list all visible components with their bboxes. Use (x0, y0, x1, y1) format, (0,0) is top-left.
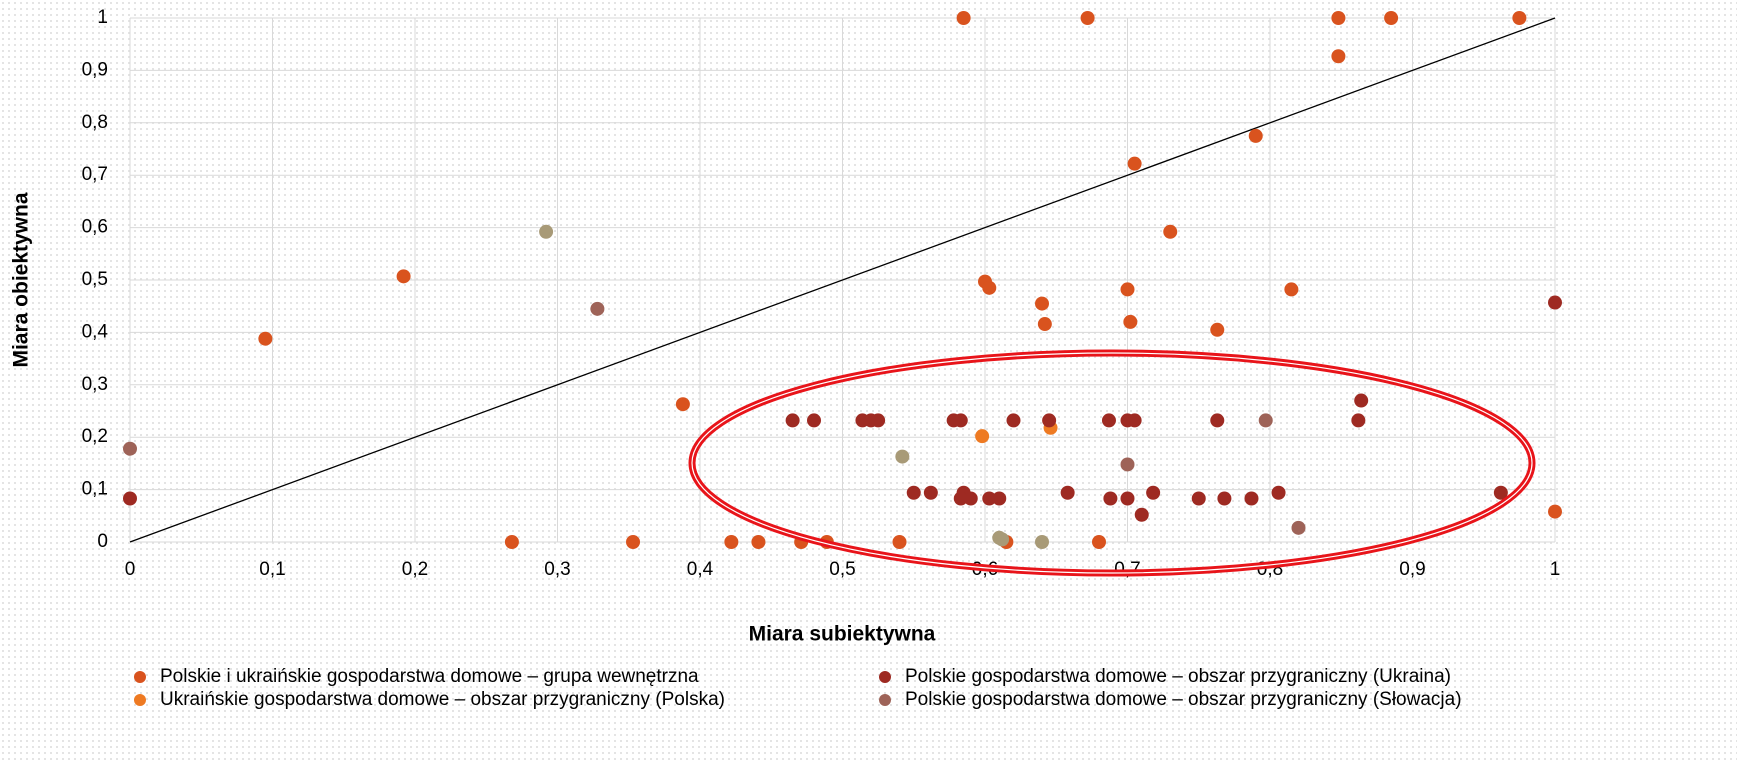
point (1284, 282, 1299, 297)
legend-label: Ukraińskie gospodarstwa domowe – obszar … (160, 689, 725, 710)
x-axis-title: Miara subiektywna (749, 623, 936, 646)
point (1331, 11, 1346, 25)
point (1248, 128, 1263, 143)
highlight-ellipse (688, 349, 1536, 577)
point (807, 413, 821, 428)
point (871, 413, 886, 428)
point (963, 491, 978, 506)
point (975, 429, 990, 444)
y-tick-label: 0,3 (82, 374, 108, 395)
point (1123, 314, 1138, 329)
x-tick-label: 0,9 (1399, 559, 1425, 580)
point (1548, 295, 1562, 310)
point (1384, 11, 1399, 25)
point (906, 485, 921, 500)
diagonal-line (129, 17, 1556, 543)
point (1134, 507, 1149, 522)
point (1120, 491, 1135, 506)
point (123, 491, 137, 506)
y-tick-label: 0,9 (82, 59, 108, 80)
x-tick-label: 0,1 (259, 559, 285, 580)
highlight-ellipse-inner (691, 352, 1533, 574)
legend-marker (879, 671, 891, 683)
x-tick-label: 0,3 (544, 559, 570, 580)
point (1127, 156, 1142, 171)
x-tick-label: 0,4 (687, 559, 714, 580)
point (923, 485, 938, 500)
point (1493, 485, 1508, 500)
y-tick-label: 0,4 (82, 321, 109, 342)
x-tick-label: 0,5 (829, 559, 855, 580)
point (504, 535, 519, 549)
point (1127, 413, 1142, 428)
point (1006, 413, 1021, 428)
legend-label: Polskie i ukraińskie gospodarstwa domowe… (160, 666, 699, 687)
y-tick-label: 0 (97, 531, 108, 552)
y-tick-label: 0,7 (82, 164, 108, 185)
point (1244, 491, 1259, 506)
y-tick-label: 0,2 (82, 426, 108, 447)
y-axis-title: Miara obiektywna (10, 192, 33, 367)
x-tick-label: 0,2 (402, 559, 428, 580)
point (1271, 485, 1286, 500)
point (785, 413, 800, 428)
point (992, 491, 1007, 506)
point (953, 413, 968, 428)
point (982, 280, 997, 295)
point (1548, 504, 1562, 519)
point (1210, 322, 1225, 337)
point (724, 535, 739, 549)
point (1101, 413, 1116, 428)
point (396, 269, 411, 284)
point (1042, 413, 1057, 428)
legend-label: Polskie gospodarstwa domowe – obszar prz… (905, 689, 1462, 710)
point (1146, 485, 1161, 500)
point (675, 397, 690, 412)
y-tick-label: 0,1 (82, 479, 108, 500)
point (1092, 535, 1106, 549)
point (895, 449, 910, 464)
point (892, 535, 907, 549)
legend-marker (879, 694, 891, 706)
point (1351, 413, 1366, 428)
point (751, 535, 766, 549)
point (1331, 49, 1346, 64)
point (953, 491, 968, 506)
point (1035, 535, 1049, 549)
y-tick-label: 0,5 (82, 269, 108, 290)
legend-marker (134, 671, 146, 683)
point (590, 301, 605, 316)
point (1035, 296, 1049, 311)
legend-label: Polskie gospodarstwa domowe – obszar prz… (905, 666, 1451, 687)
point (1258, 413, 1273, 428)
point (1354, 393, 1369, 408)
point (1103, 491, 1118, 506)
point (1060, 485, 1075, 500)
point (956, 11, 971, 25)
point (626, 535, 641, 549)
x-tick-label: 0 (125, 559, 136, 580)
point (1037, 317, 1052, 332)
x-tick-label: 1 (1550, 559, 1561, 580)
point (1120, 457, 1135, 472)
point (1210, 413, 1225, 428)
y-tick-label: 0,8 (82, 112, 108, 133)
point (1191, 491, 1206, 506)
point (982, 491, 997, 506)
point (123, 441, 137, 456)
legend-marker (134, 694, 146, 706)
y-tick-label: 0,6 (82, 217, 108, 238)
point (1291, 520, 1306, 535)
y-tick-label: 1 (97, 7, 108, 28)
point (995, 532, 1010, 547)
point (1120, 282, 1135, 297)
point (1080, 11, 1095, 25)
point (1512, 11, 1527, 25)
point (1217, 491, 1232, 506)
point (539, 224, 554, 239)
point (1163, 224, 1178, 239)
point (258, 331, 273, 346)
